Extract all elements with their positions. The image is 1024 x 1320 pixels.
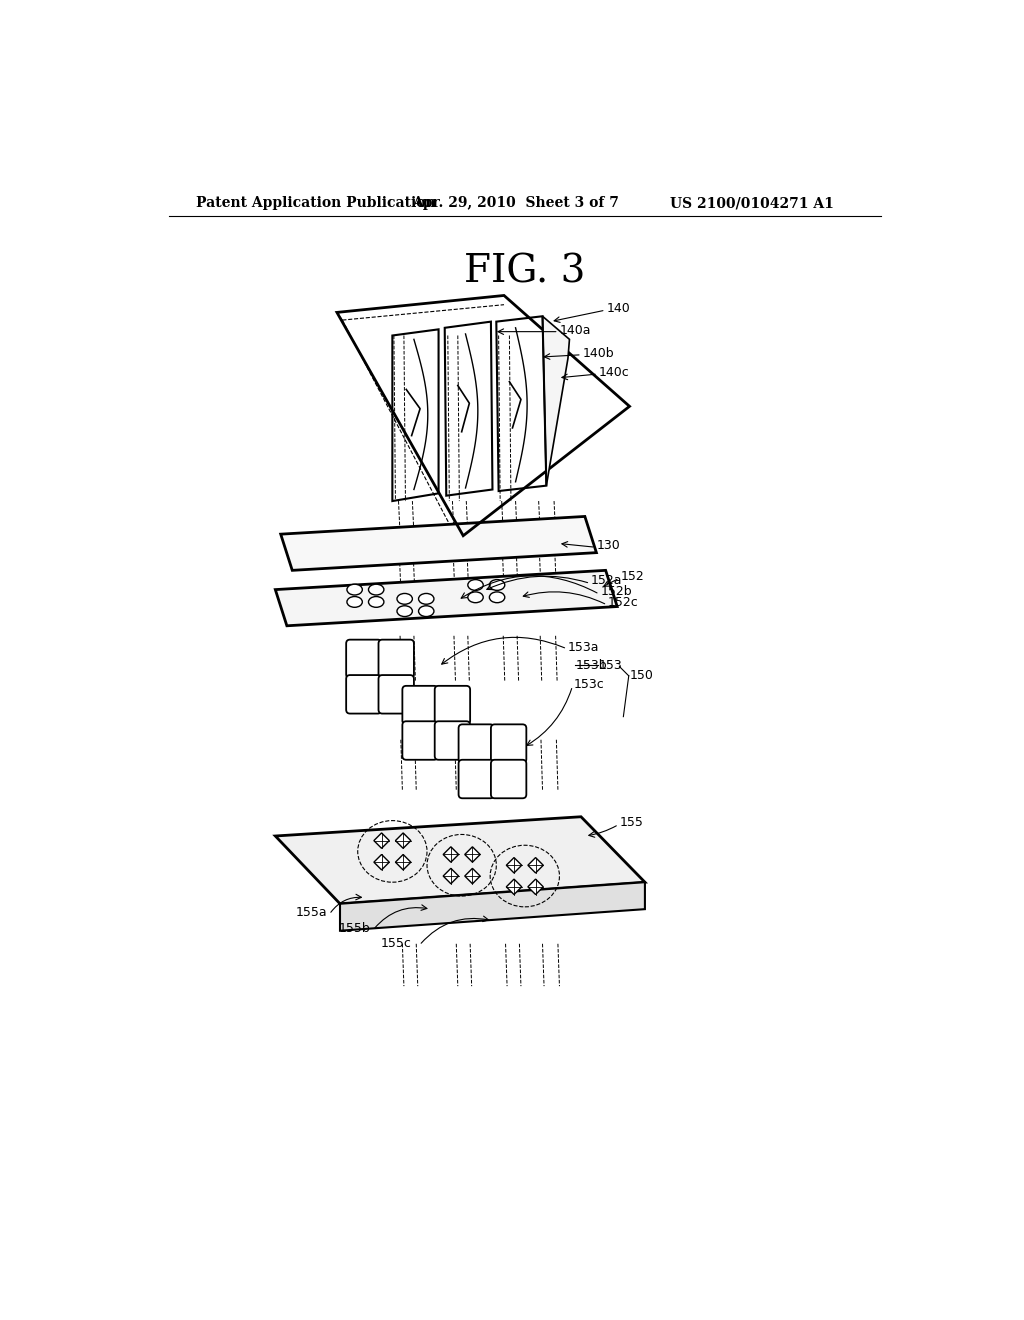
Polygon shape [374, 833, 389, 849]
Ellipse shape [369, 585, 384, 595]
Text: 140a: 140a [559, 323, 591, 337]
FancyBboxPatch shape [490, 760, 526, 799]
Text: Apr. 29, 2010  Sheet 3 of 7: Apr. 29, 2010 Sheet 3 of 7 [412, 197, 618, 210]
Text: 140b: 140b [583, 347, 614, 360]
Polygon shape [374, 854, 389, 870]
Polygon shape [275, 570, 617, 626]
Polygon shape [443, 847, 459, 862]
Ellipse shape [489, 579, 505, 590]
Polygon shape [395, 854, 411, 870]
Polygon shape [281, 516, 596, 570]
Text: 155c: 155c [381, 937, 412, 950]
Polygon shape [506, 879, 521, 895]
Text: 155: 155 [620, 816, 643, 829]
Text: 153b: 153b [575, 659, 607, 672]
Text: 152a: 152a [591, 574, 623, 587]
Ellipse shape [419, 594, 434, 605]
Ellipse shape [347, 597, 362, 607]
Ellipse shape [397, 606, 413, 616]
Polygon shape [465, 869, 480, 884]
Polygon shape [395, 833, 411, 849]
Text: 155b: 155b [339, 921, 371, 935]
Ellipse shape [468, 591, 483, 603]
Ellipse shape [419, 606, 434, 616]
Text: 152b: 152b [600, 585, 632, 598]
Polygon shape [528, 879, 544, 895]
Text: 152c: 152c [608, 597, 639, 610]
FancyBboxPatch shape [459, 725, 494, 763]
FancyBboxPatch shape [402, 721, 438, 760]
Ellipse shape [489, 591, 505, 603]
Text: 153: 153 [599, 659, 623, 672]
Polygon shape [506, 858, 521, 873]
Text: FIG. 3: FIG. 3 [464, 253, 586, 290]
Text: Patent Application Publication: Patent Application Publication [196, 197, 435, 210]
FancyBboxPatch shape [379, 640, 414, 678]
FancyBboxPatch shape [346, 640, 382, 678]
FancyBboxPatch shape [402, 686, 438, 725]
FancyBboxPatch shape [379, 675, 414, 714]
Text: 153a: 153a [568, 640, 599, 653]
Text: 140c: 140c [599, 366, 630, 379]
FancyBboxPatch shape [490, 725, 526, 763]
Ellipse shape [468, 579, 483, 590]
Text: 153c: 153c [573, 677, 604, 690]
Ellipse shape [397, 594, 413, 605]
FancyBboxPatch shape [435, 721, 470, 760]
Text: 152: 152 [621, 570, 644, 583]
Polygon shape [275, 817, 645, 904]
Text: 150: 150 [630, 669, 653, 682]
Text: 155a: 155a [296, 907, 328, 920]
Polygon shape [543, 317, 569, 486]
FancyBboxPatch shape [346, 675, 382, 714]
Polygon shape [465, 847, 480, 862]
Text: 140: 140 [606, 302, 630, 315]
Text: US 2100/0104271 A1: US 2100/0104271 A1 [670, 197, 834, 210]
FancyBboxPatch shape [459, 760, 494, 799]
FancyBboxPatch shape [435, 686, 470, 725]
Polygon shape [443, 869, 459, 884]
Polygon shape [340, 882, 645, 931]
Ellipse shape [369, 597, 384, 607]
Ellipse shape [347, 585, 362, 595]
Polygon shape [528, 858, 544, 873]
Text: 130: 130 [596, 539, 621, 552]
